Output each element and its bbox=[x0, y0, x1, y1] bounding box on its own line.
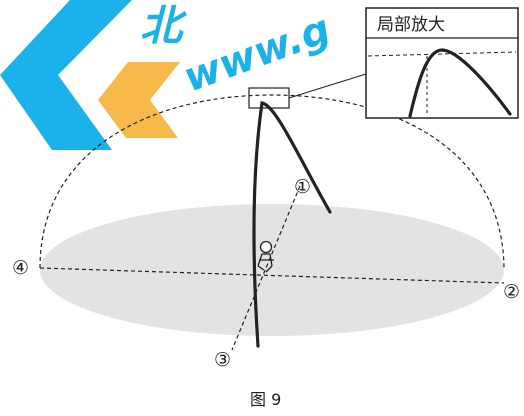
sky-dome bbox=[39, 94, 505, 271]
watermark-brand-text: 北 bbox=[140, 1, 187, 50]
zoom-inset-curve bbox=[408, 48, 512, 118]
zoom-inset: 局部放大 bbox=[365, 7, 519, 119]
watermark-url-text: www.g bbox=[178, 6, 337, 101]
axis-east-west bbox=[39, 267, 505, 284]
direction-label-2: ② bbox=[503, 281, 520, 303]
direction-label-4: ④ bbox=[12, 257, 29, 279]
direction-label-3: ③ bbox=[214, 349, 231, 371]
zoom-region-box bbox=[248, 87, 290, 109]
ground-plane bbox=[40, 204, 504, 336]
zoom-inset-frame bbox=[365, 7, 519, 119]
zoom-inset-label: 局部放大 bbox=[377, 15, 445, 35]
zoom-inset-horizon bbox=[367, 51, 517, 57]
watermark: 北 www.g bbox=[0, 0, 336, 150]
watermark-orange-chevron bbox=[98, 62, 180, 138]
direction-label-1: ① bbox=[294, 176, 311, 198]
zoom-connector-line bbox=[288, 73, 367, 99]
direction-labels: ① ② ③ ④ bbox=[12, 176, 520, 371]
watermark-blue-chevron bbox=[0, 0, 132, 150]
observer-icon bbox=[257, 240, 274, 273]
axis-north-south bbox=[231, 185, 301, 351]
sun-path-curve bbox=[252, 101, 332, 348]
figure-caption: 图 9 bbox=[250, 390, 281, 409]
